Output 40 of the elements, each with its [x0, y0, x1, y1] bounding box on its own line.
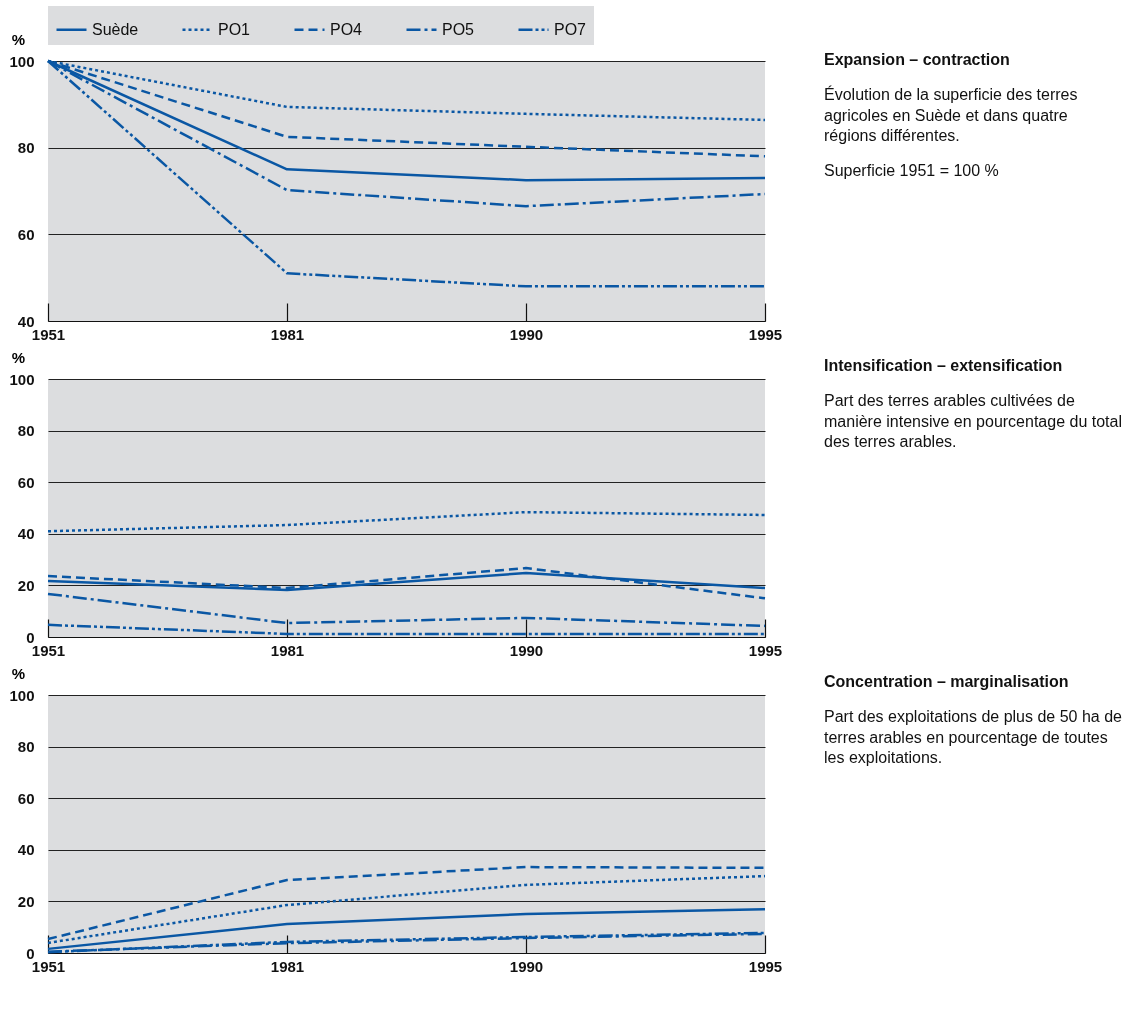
y-tick-label: 0	[26, 944, 35, 962]
y-axis-title: %	[11, 348, 26, 366]
text: Intensification – extensification	[824, 356, 1064, 376]
legend-label: PO4	[330, 20, 363, 38]
x-tick-label: 1981	[270, 325, 305, 343]
legend-label: PO5	[442, 20, 475, 38]
y-tick-label: 40	[17, 525, 35, 543]
y-tick-label: 80	[17, 738, 35, 756]
x-tick-label: 1995	[748, 325, 783, 343]
text: Part des terres arables cultivées de manière intensive en pourcentage du total des terres arables.	[824, 390, 1123, 453]
y-tick-label: 20	[17, 576, 35, 594]
y-axis-title: %	[11, 664, 26, 682]
legend-label: PO1	[218, 20, 251, 38]
y-tick-label: 100	[9, 686, 35, 704]
legend-label: Suède	[92, 20, 139, 38]
y-tick-label: 100	[9, 52, 35, 70]
x-tick-label: 1981	[270, 641, 305, 659]
text: Part des exploitations de plus de 50 ha de terres arables en pourcentage de toutes les exploitations.	[824, 706, 1123, 769]
x-tick-label: 1990	[509, 325, 544, 343]
y-tick-label: 20	[17, 892, 35, 910]
text: Superficie 1951 = 100 %	[824, 161, 1000, 182]
text: Expansion – contraction	[824, 50, 1011, 70]
x-tick-label: 1995	[748, 957, 783, 975]
x-tick-label: 1981	[270, 957, 305, 975]
y-tick-label: 0	[26, 628, 35, 646]
x-tick-label: 1995	[748, 641, 783, 659]
legend-label: PO7	[554, 20, 587, 38]
y-tick-label: 40	[17, 841, 35, 859]
y-axis-title: %	[11, 30, 26, 48]
text: Évolution de la superficie des terres agricoles en Suède et dans quatre régions différentes.	[824, 84, 1079, 147]
text: Concentration – marginalisation	[824, 672, 1070, 692]
y-tick-label: 60	[17, 473, 35, 491]
y-tick-label: 60	[17, 225, 35, 243]
x-tick-label: 1990	[509, 957, 544, 975]
y-tick-label: 80	[17, 422, 35, 440]
x-tick-label: 1990	[509, 641, 544, 659]
y-tick-label: 40	[17, 312, 35, 330]
y-tick-label: 100	[9, 370, 35, 388]
y-tick-label: 60	[17, 789, 35, 807]
y-tick-label: 80	[17, 139, 35, 157]
